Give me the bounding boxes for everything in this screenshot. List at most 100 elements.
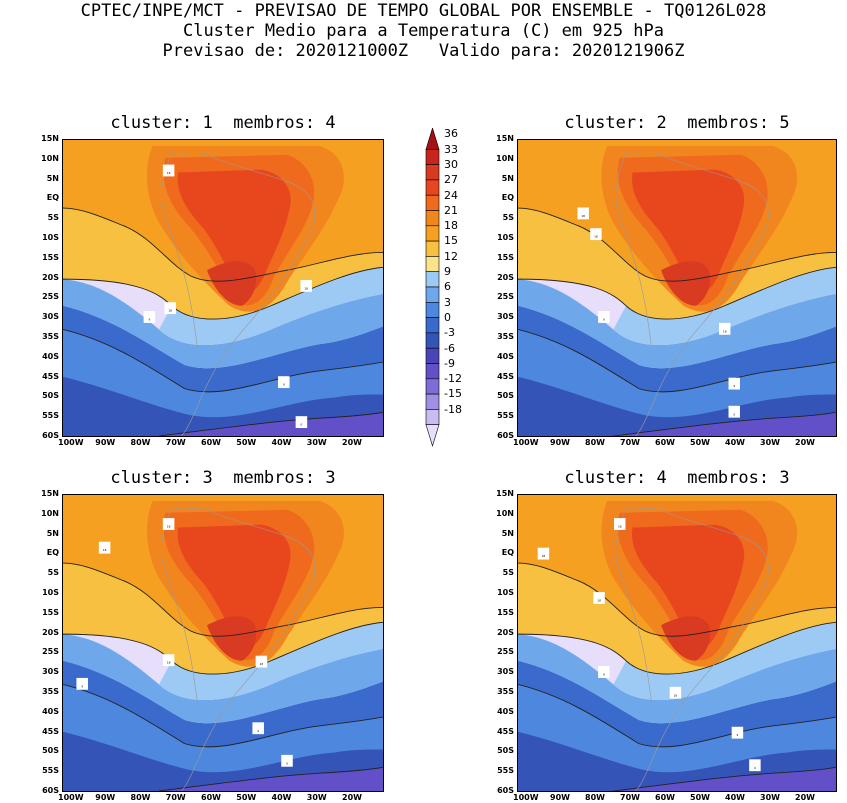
colorbar-level-label: 21 bbox=[444, 203, 458, 217]
latitude-tick-label: 50S bbox=[42, 746, 59, 756]
latitude-tick-label: 5N bbox=[46, 173, 59, 183]
latitude-tick-label: 10S bbox=[42, 233, 59, 242]
contour-line bbox=[158, 766, 383, 791]
panel-title: cluster: 2 membros: 5 bbox=[564, 113, 790, 133]
contour-label-box bbox=[98, 541, 111, 554]
latitude-tick-label: 15N bbox=[496, 489, 514, 498]
latitude-tick-label: 25S bbox=[497, 647, 514, 657]
latitude-tick-label: 45S bbox=[42, 726, 59, 736]
contour-label: 9 bbox=[737, 733, 739, 737]
longitude-tick-label: 50W bbox=[690, 793, 710, 802]
latitude-tick-label: 10S bbox=[42, 588, 59, 597]
latitude-tick-label: 5N bbox=[501, 173, 514, 183]
latitude-tick-label: 15S bbox=[42, 252, 59, 262]
latitude-tick-label: 40S bbox=[42, 351, 59, 361]
latitude-tick-label: 5S bbox=[502, 213, 514, 223]
coastline bbox=[161, 151, 316, 436]
contour-label: 0 bbox=[286, 761, 288, 765]
colorbar-swatch bbox=[425, 164, 440, 181]
latitude-tick-label: EQ bbox=[46, 548, 59, 558]
temperature-band bbox=[518, 634, 836, 724]
colorbar-swatch bbox=[425, 179, 440, 196]
contour-label: 18 bbox=[618, 525, 622, 529]
colorbar-swatch bbox=[425, 271, 440, 288]
longitude-tick-label: 70W bbox=[165, 793, 186, 802]
latitude-tick-label: 15S bbox=[497, 607, 514, 617]
longitude-tick-label: 30W bbox=[760, 793, 780, 802]
latitude-tick-label: 40S bbox=[42, 706, 59, 716]
contour-label: 18 bbox=[542, 554, 546, 558]
temperature-map: 18 18 18 9 9 0 bbox=[517, 139, 837, 437]
colorbar-level-label: 3 bbox=[444, 295, 451, 309]
figure-title-line-1: CPTEC/INPE/MCT - PREVISAO DE TEMPO GLOBA… bbox=[80, 1, 767, 21]
longitude-tick-label: 30W bbox=[760, 438, 780, 447]
colorbar-level-label: 36 bbox=[444, 127, 458, 141]
longitude-tick-label: 100W bbox=[513, 793, 539, 802]
latitude-tick-label: 5S bbox=[502, 568, 514, 578]
contour-label-box bbox=[278, 376, 290, 389]
contour-label: 9 bbox=[603, 318, 605, 322]
latitude-tick-label: 15N bbox=[496, 134, 514, 143]
panel-title: cluster: 1 membros: 4 bbox=[110, 113, 336, 133]
colorbar-level-label: -3 bbox=[444, 326, 455, 340]
latitude-tick-label: 55S bbox=[42, 411, 59, 421]
longitude-tick-label: 20W bbox=[342, 793, 362, 802]
longitude-tick-label: 70W bbox=[620, 438, 640, 447]
colorbar-swatch bbox=[425, 128, 440, 150]
colorbar-swatch bbox=[425, 317, 440, 334]
colorbar-swatch bbox=[425, 148, 440, 165]
latitude-tick-label: 20S bbox=[497, 627, 514, 637]
contour-label-box bbox=[164, 302, 176, 315]
colorbar-swatch bbox=[425, 393, 440, 410]
contour-label: 9 bbox=[81, 685, 83, 689]
latitude-tick-label: 10S bbox=[497, 588, 514, 597]
colorbar-level-label: 15 bbox=[444, 234, 458, 248]
contour-label-box bbox=[731, 726, 744, 739]
contour-label: 18 bbox=[167, 661, 171, 665]
longitude-tick-label: 100W bbox=[513, 438, 539, 447]
temperature-field-svg: 18 18 18 9 9 0 bbox=[63, 140, 383, 436]
colorbar-swatch bbox=[425, 347, 440, 364]
contour-label: 0 bbox=[300, 423, 302, 427]
contour-line bbox=[63, 329, 383, 393]
colorbar-swatch bbox=[425, 286, 440, 303]
contour-label: 9 bbox=[603, 673, 605, 677]
colorbar-level-label: 9 bbox=[444, 265, 451, 278]
latitude-tick-label: 5S bbox=[47, 213, 59, 223]
temperature-band bbox=[613, 412, 836, 436]
contour-label: 18 bbox=[168, 309, 172, 313]
figure-title-line-3: Previsao de: 2020121000Z Valido para: 20… bbox=[162, 41, 685, 61]
latitude-tick-label: 5N bbox=[501, 528, 514, 538]
longitude-tick-label: 30W bbox=[306, 793, 327, 802]
latitude-tick-label: 60S bbox=[497, 431, 514, 440]
latitude-tick-label: 50S bbox=[42, 391, 59, 401]
colorbar-swatch bbox=[425, 424, 440, 448]
contour-label-box bbox=[577, 207, 589, 220]
contour-label-box bbox=[252, 722, 264, 735]
latitude-tick-label: 45S bbox=[42, 371, 59, 381]
latitude-tick-label: 35S bbox=[497, 332, 514, 341]
contour-label-box bbox=[281, 754, 293, 767]
contour-label-box bbox=[728, 405, 740, 418]
contour-label-box bbox=[295, 416, 308, 429]
colorbar-level-label: 0 bbox=[444, 310, 451, 324]
colorbar-level-label: 18 bbox=[444, 219, 458, 233]
latitude-tick-label: 60S bbox=[497, 786, 514, 795]
longitude-tick-label: 40W bbox=[725, 438, 745, 447]
latitude-tick-label: 60S bbox=[42, 431, 59, 440]
temperature-band bbox=[63, 634, 383, 724]
contour-line bbox=[63, 266, 383, 320]
latitude-tick-label: 50S bbox=[497, 746, 514, 756]
latitude-tick-label: EQ bbox=[501, 193, 514, 203]
contour-label-box bbox=[162, 164, 175, 177]
latitude-tick-label: 30S bbox=[42, 667, 59, 677]
colorbar-level-label: -9 bbox=[444, 356, 455, 370]
colorbar-level-label: 30 bbox=[444, 157, 458, 171]
contour-label-box bbox=[728, 377, 740, 390]
latitude-tick-label: 60S bbox=[42, 786, 59, 795]
temperature-band bbox=[159, 412, 383, 436]
colorbar-level-label: 27 bbox=[444, 173, 458, 187]
coastline bbox=[615, 506, 769, 791]
longitude-tick-label: 80W bbox=[585, 438, 605, 447]
contour-label-box bbox=[593, 592, 605, 604]
